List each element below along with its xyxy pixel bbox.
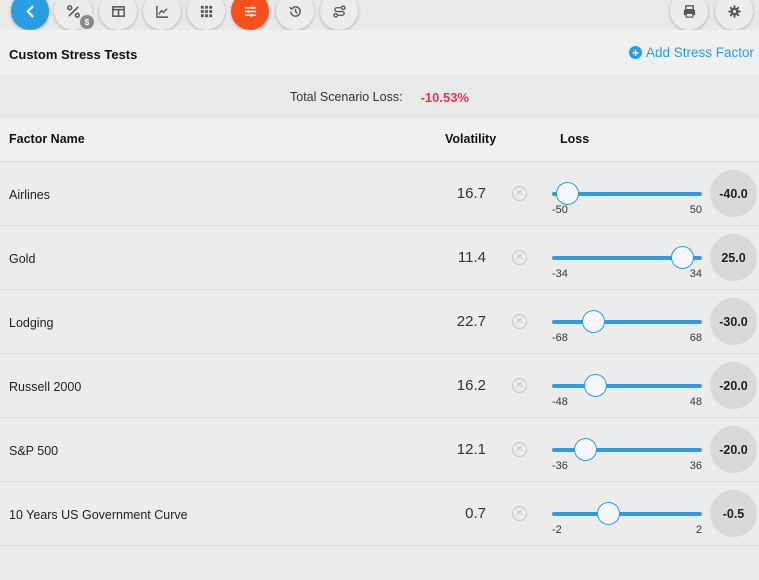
print-icon <box>683 4 695 18</box>
slider-min-label: -50 <box>552 204 568 216</box>
history-button[interactable] <box>276 0 314 30</box>
slider-thumb[interactable] <box>670 246 694 269</box>
toolbar: $ <box>0 0 759 31</box>
plus-circle-icon: + <box>628 46 642 59</box>
volatility-value: 0.7 <box>465 505 486 522</box>
table-row: Gold 11.4 ✕ -34 34 25.0 <box>0 226 759 290</box>
slider-min-label: -36 <box>552 460 568 472</box>
table-row: Russell 2000 16.2 ✕ -48 48 -20.0 <box>0 354 759 418</box>
chevron-left-icon <box>26 5 33 17</box>
slider-thumb[interactable] <box>555 182 579 205</box>
slider-max-label: 34 <box>689 268 702 280</box>
loss-value-badge[interactable]: -0.5 <box>710 490 757 537</box>
add-stress-factor-label: Add Stress Factor <box>645 45 754 60</box>
factor-name: Gold <box>9 252 36 266</box>
slider-max-label: 2 <box>695 524 702 536</box>
loss-slider[interactable] <box>552 182 702 205</box>
volatility-value: 12.1 <box>456 441 486 458</box>
slider-max-label: 50 <box>689 204 702 216</box>
loss-value-badge[interactable]: 25.0 <box>710 234 757 281</box>
remove-factor-icon[interactable]: ✕ <box>512 314 527 329</box>
factor-name: S&P 500 <box>9 444 59 458</box>
columns-icon <box>111 5 125 17</box>
volatility-value: 22.7 <box>456 313 486 330</box>
print-button[interactable] <box>670 0 708 30</box>
slider-thumb[interactable] <box>573 438 597 461</box>
table-row: Airlines 16.7 ✕ -50 50 -40.0 <box>0 162 759 226</box>
loss-value-badge[interactable]: -20.0 <box>710 426 757 473</box>
table-row: 10 Years US Government Curve 0.7 ✕ -2 2 … <box>0 482 759 546</box>
loss-value-badge[interactable]: -20.0 <box>710 362 757 409</box>
volatility-value: 11.4 <box>457 249 486 266</box>
page-header: Custom Stress Tests + Add Stress Factor <box>0 30 759 75</box>
slider-max-label: 36 <box>689 460 702 472</box>
table-header: Factor Name Volatility Loss <box>0 119 759 162</box>
settings-button[interactable] <box>715 0 753 30</box>
loss-slider[interactable] <box>552 246 702 269</box>
loss-slider[interactable] <box>552 310 702 333</box>
factor-name: Airlines <box>9 188 50 202</box>
dollar-badge: $ <box>78 13 96 31</box>
percent-icon <box>66 4 80 18</box>
factor-name: Russell 2000 <box>9 380 82 394</box>
table-row: S&P 500 12.1 ✕ -36 36 -20.0 <box>0 418 759 482</box>
remove-factor-icon[interactable]: ✕ <box>512 442 527 457</box>
total-loss-label: Total Scenario Loss: <box>290 90 403 104</box>
slider-thumb[interactable] <box>596 502 620 525</box>
loss-slider[interactable] <box>552 502 702 525</box>
history-icon <box>288 5 301 17</box>
route-button[interactable] <box>320 0 358 30</box>
volatility-value: 16.7 <box>456 185 486 202</box>
slider-min-label: -68 <box>552 332 568 344</box>
page-title: Custom Stress Tests <box>9 47 138 62</box>
stress-test-button[interactable] <box>231 0 269 30</box>
route-icon <box>332 4 346 18</box>
remove-factor-icon[interactable]: ✕ <box>512 186 527 201</box>
grid-button[interactable] <box>187 0 225 30</box>
slider-min-label: -2 <box>552 524 562 536</box>
loss-value-badge[interactable]: -30.0 <box>710 298 757 345</box>
loss-slider[interactable] <box>552 374 702 397</box>
add-stress-factor-button[interactable]: + Add Stress Factor <box>628 45 754 60</box>
slider-min-label: -34 <box>552 268 568 280</box>
loss-slider[interactable] <box>552 438 702 461</box>
slider-max-label: 48 <box>689 396 702 408</box>
slider-min-label: -48 <box>552 396 568 408</box>
factor-name: Lodging <box>9 316 54 330</box>
total-loss-value: -10.53% <box>420 89 469 105</box>
line-chart-icon <box>155 5 168 18</box>
grid-icon <box>200 5 212 17</box>
slider-max-label: 68 <box>689 332 702 344</box>
remove-factor-icon[interactable]: ✕ <box>512 506 527 521</box>
remove-factor-icon[interactable]: ✕ <box>512 250 527 265</box>
remove-factor-icon[interactable]: ✕ <box>512 378 527 393</box>
slider-thumb[interactable] <box>582 310 606 333</box>
slider-thumb[interactable] <box>584 374 608 397</box>
total-scenario-loss: Total Scenario Loss: -10.53% <box>0 75 759 119</box>
table-row: Lodging 22.7 ✕ -68 68 -30.0 <box>0 290 759 354</box>
sliders-icon <box>244 5 256 17</box>
chart-button[interactable] <box>143 0 181 30</box>
back-button[interactable] <box>11 0 49 30</box>
column-header-factor-name: Factor Name <box>9 132 85 146</box>
columns-button[interactable] <box>99 0 137 30</box>
factor-name: 10 Years US Government Curve <box>9 508 188 522</box>
column-header-volatility: Volatility <box>445 132 497 146</box>
gear-icon <box>727 4 741 18</box>
column-header-loss: Loss <box>560 132 590 146</box>
volatility-value: 16.2 <box>456 377 486 394</box>
loss-value-badge[interactable]: -40.0 <box>710 170 757 217</box>
